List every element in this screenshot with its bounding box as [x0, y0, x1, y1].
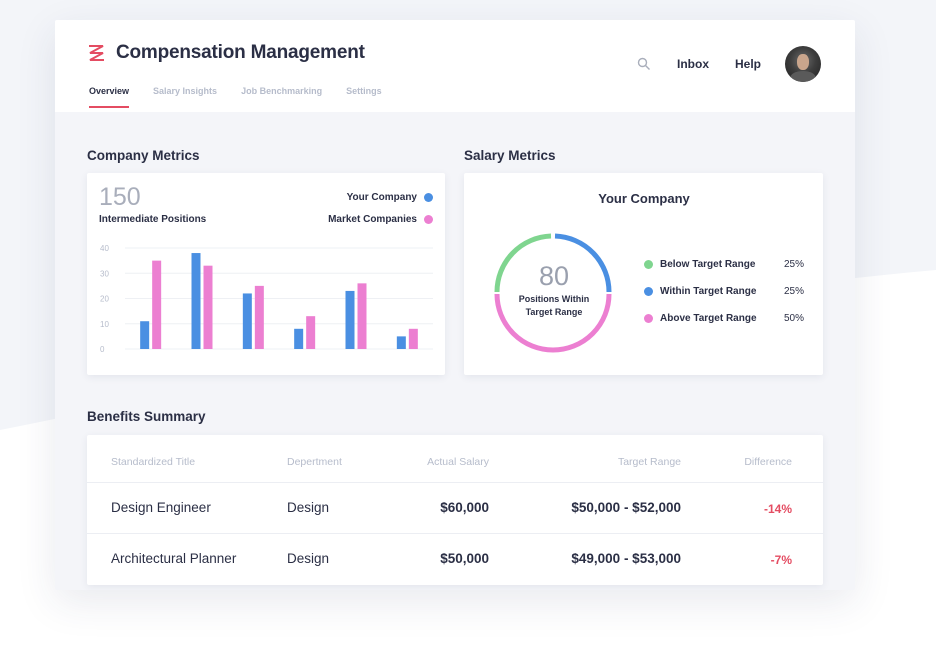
y-tick-label: 0 — [100, 345, 105, 354]
bar-market-companies[interactable] — [357, 283, 367, 349]
bar-your-company[interactable] — [242, 293, 252, 349]
bar-your-company[interactable] — [140, 321, 150, 349]
cell-department: Design — [287, 551, 330, 566]
tab-bar: Overview Salary Insights Job Benchmarkin… — [89, 86, 406, 108]
salary-row-within: Within Target Range 25% — [644, 286, 804, 297]
tab-settings[interactable]: Settings — [346, 86, 382, 96]
inbox-link[interactable]: Inbox — [677, 57, 709, 71]
tab-overview[interactable]: Overview — [89, 86, 130, 108]
benefits-table: Standardized Title Depertment Actual Sal… — [87, 435, 823, 585]
status-dot — [644, 314, 653, 323]
donut-label-line-1: Positions Within — [518, 294, 590, 304]
app-window: Compensation Management Overview Salary … — [55, 20, 855, 590]
bar-market-companies[interactable] — [306, 316, 316, 349]
legend-dot — [424, 215, 433, 224]
legend-dot — [424, 193, 433, 202]
logo-icon — [89, 45, 104, 61]
company-metrics-card: 150 Intermediate Positions Your Company … — [87, 173, 445, 375]
positions-label: Intermediate Positions — [99, 214, 207, 225]
cell-range: $49,000 - $53,000 — [571, 551, 681, 566]
avatar-shoulders — [790, 71, 816, 82]
y-tick-label: 10 — [100, 320, 109, 329]
bar-your-company[interactable] — [191, 253, 201, 349]
cell-difference: -7% — [770, 553, 792, 567]
help-link[interactable]: Help — [735, 57, 762, 71]
salary-row-pct: 25% — [783, 259, 804, 270]
search-icon[interactable] — [637, 57, 651, 71]
bar-chart: 0 10 20 30 40 — [100, 244, 433, 354]
bar-your-company[interactable] — [345, 290, 355, 349]
avatar[interactable] — [785, 46, 821, 82]
salary-metrics-title: Salary Metrics — [464, 148, 556, 163]
y-tick-label: 40 — [100, 244, 109, 253]
bar-market-companies[interactable] — [408, 328, 418, 349]
legend-market-companies: Market Companies — [328, 214, 433, 225]
status-dot — [644, 287, 653, 296]
positions-count: 150 — [99, 183, 141, 211]
bar-your-company[interactable] — [396, 336, 406, 349]
bar-market-companies[interactable] — [254, 285, 264, 349]
salary-row-below: Below Target Range 25% — [644, 259, 804, 270]
salary-metrics-card: Your Company 80 Positions Within Target … — [464, 173, 823, 375]
status-dot — [644, 260, 653, 269]
col-header-actual-salary: Actual Salary — [427, 456, 489, 468]
col-header-department: Depertment — [287, 456, 342, 468]
donut-center-label: Positions Within Target Range — [500, 293, 608, 319]
cell-title: Design Engineer — [111, 500, 211, 515]
cell-range: $50,000 - $52,000 — [571, 500, 681, 515]
divider — [87, 482, 823, 483]
salary-card-title: Your Company — [598, 191, 690, 206]
cell-salary: $50,000 — [440, 551, 489, 566]
bar-your-company[interactable] — [294, 328, 304, 349]
donut-label-line-2: Target Range — [525, 307, 583, 317]
cell-salary: $60,000 — [440, 500, 489, 515]
salary-row-label: Above Target Range — [660, 313, 757, 324]
salary-row-label: Below Target Range — [660, 259, 756, 270]
donut-segment-below — [494, 233, 552, 293]
donut-segment-within — [554, 233, 612, 293]
cell-difference: -14% — [763, 502, 792, 516]
cell-department: Design — [287, 500, 330, 515]
app-title: Compensation Management — [116, 42, 365, 63]
salary-row-label: Within Target Range — [660, 286, 757, 297]
salary-row-above: Above Target Range 50% — [644, 313, 804, 324]
salary-row-pct: 50% — [783, 313, 804, 324]
col-header-difference: Difference — [744, 456, 792, 468]
y-tick-label: 20 — [100, 295, 109, 304]
tab-job-benchmarking[interactable]: Job Benchmarking — [241, 86, 323, 96]
tab-salary-insights[interactable]: Salary Insights — [153, 86, 218, 96]
avatar-face — [797, 54, 809, 70]
benefits-summary-title: Benefits Summary — [87, 409, 206, 424]
col-header-title: Standardized Title — [111, 456, 196, 468]
donut-chart — [494, 233, 612, 353]
bar-market-companies[interactable] — [203, 265, 213, 349]
company-metrics-title: Company Metrics — [87, 148, 200, 163]
legend-label: Market Companies — [328, 214, 417, 225]
donut-center-value: 80 — [538, 261, 570, 291]
legend-label: Your Company — [346, 192, 417, 203]
col-header-target-range: Target Range — [617, 456, 681, 468]
cell-title: Architectural Planner — [111, 551, 237, 566]
y-tick-label: 30 — [100, 269, 109, 278]
donut-segment-above — [494, 293, 612, 353]
divider — [87, 533, 823, 534]
salary-row-pct: 25% — [783, 286, 804, 297]
legend-your-company: Your Company — [347, 192, 433, 203]
app-header: Compensation Management Overview Salary … — [55, 20, 855, 112]
bar-market-companies[interactable] — [152, 260, 162, 349]
